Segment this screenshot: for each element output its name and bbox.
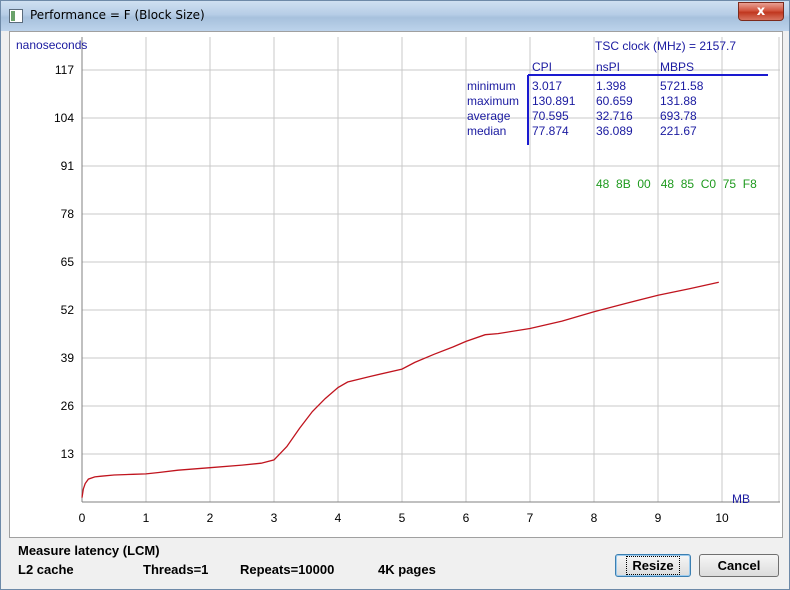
x-tick-label: 1 <box>143 511 150 525</box>
x-tick-label: 4 <box>335 511 342 525</box>
stats-row-label: maximum <box>467 94 519 108</box>
stats-row-label: average <box>467 109 511 123</box>
repeats-label: Repeats=10000 <box>240 562 335 577</box>
close-button[interactable]: x <box>738 2 784 21</box>
stats-value: 130.891 <box>532 94 576 108</box>
x-tick-label: 3 <box>271 511 278 525</box>
resize-button[interactable]: Resize <box>615 554 691 577</box>
stats-value: 5721.58 <box>660 79 704 93</box>
stats-column-header: MBPS <box>660 60 694 74</box>
stats-value: 3.017 <box>532 79 562 93</box>
x-tick-label: 2 <box>207 511 214 525</box>
y-tick-label: 78 <box>61 207 75 221</box>
cancel-button[interactable]: Cancel <box>699 554 779 577</box>
tsc-clock-label: TSC clock (MHz) = 2157.7 <box>595 39 736 53</box>
instruction-bytes: 48 8B 00 48 85 C0 75 F8 <box>596 177 757 191</box>
x-tick-label: 7 <box>527 511 534 525</box>
stats-row-label: minimum <box>467 79 516 93</box>
close-icon: x <box>756 4 766 19</box>
y-tick-label: 26 <box>61 399 75 413</box>
threads-label: Threads=1 <box>143 562 209 577</box>
y-tick-label: 13 <box>61 447 75 461</box>
stats-value: 131.88 <box>660 94 697 108</box>
y-tick-label: 65 <box>61 255 75 269</box>
stats-value: 221.67 <box>660 124 697 138</box>
cache-level-label: L2 cache <box>18 562 74 577</box>
x-axis-label: MB <box>732 492 750 506</box>
chart-area: 0 1 2 3 4 5 6 7 8 9 10 13 26 39 52 65 78 91 104 117 nanoseco… <box>9 31 783 538</box>
x-tick-label: 9 <box>655 511 662 525</box>
x-tick-label: 8 <box>591 511 598 525</box>
y-tick-label: 39 <box>61 351 75 365</box>
stats-column-header: CPI <box>532 60 552 74</box>
stats-value: 32.716 <box>596 109 633 123</box>
x-tick-label: 6 <box>463 511 470 525</box>
stats-value: 36.089 <box>596 124 633 138</box>
stats-column-header: nsPI <box>596 60 620 74</box>
window-title: Performance = F (Block Size) <box>30 8 205 22</box>
y-tick-label: 117 <box>55 63 74 77</box>
title-bar[interactable]: Performance = F (Block Size) x <box>1 1 789 31</box>
y-tick-label: 91 <box>61 159 75 173</box>
y-tick-label: 104 <box>54 111 74 125</box>
measure-mode-label: Measure latency (LCM) <box>18 543 160 558</box>
x-tick-label: 0 <box>79 511 86 525</box>
y-tick-label: 52 <box>61 303 75 317</box>
stats-value: 1.398 <box>596 79 626 93</box>
latency-chart: 0 1 2 3 4 5 6 7 8 9 1013263952657891104117nanoseco… <box>16 37 780 525</box>
x-tick-label: 10 <box>715 511 729 525</box>
stats-value: 77.874 <box>532 124 569 138</box>
stats-value: 60.659 <box>596 94 633 108</box>
stats-row-label: median <box>467 124 506 138</box>
y-axis-label: nanoseconds <box>16 38 87 52</box>
page-size-label: 4K pages <box>378 562 436 577</box>
stats-value: 70.595 <box>532 109 569 123</box>
stats-value: 693.78 <box>660 109 697 123</box>
x-tick-label: 5 <box>399 511 406 525</box>
app-icon <box>9 9 23 23</box>
latency-series-line <box>81 281 719 498</box>
